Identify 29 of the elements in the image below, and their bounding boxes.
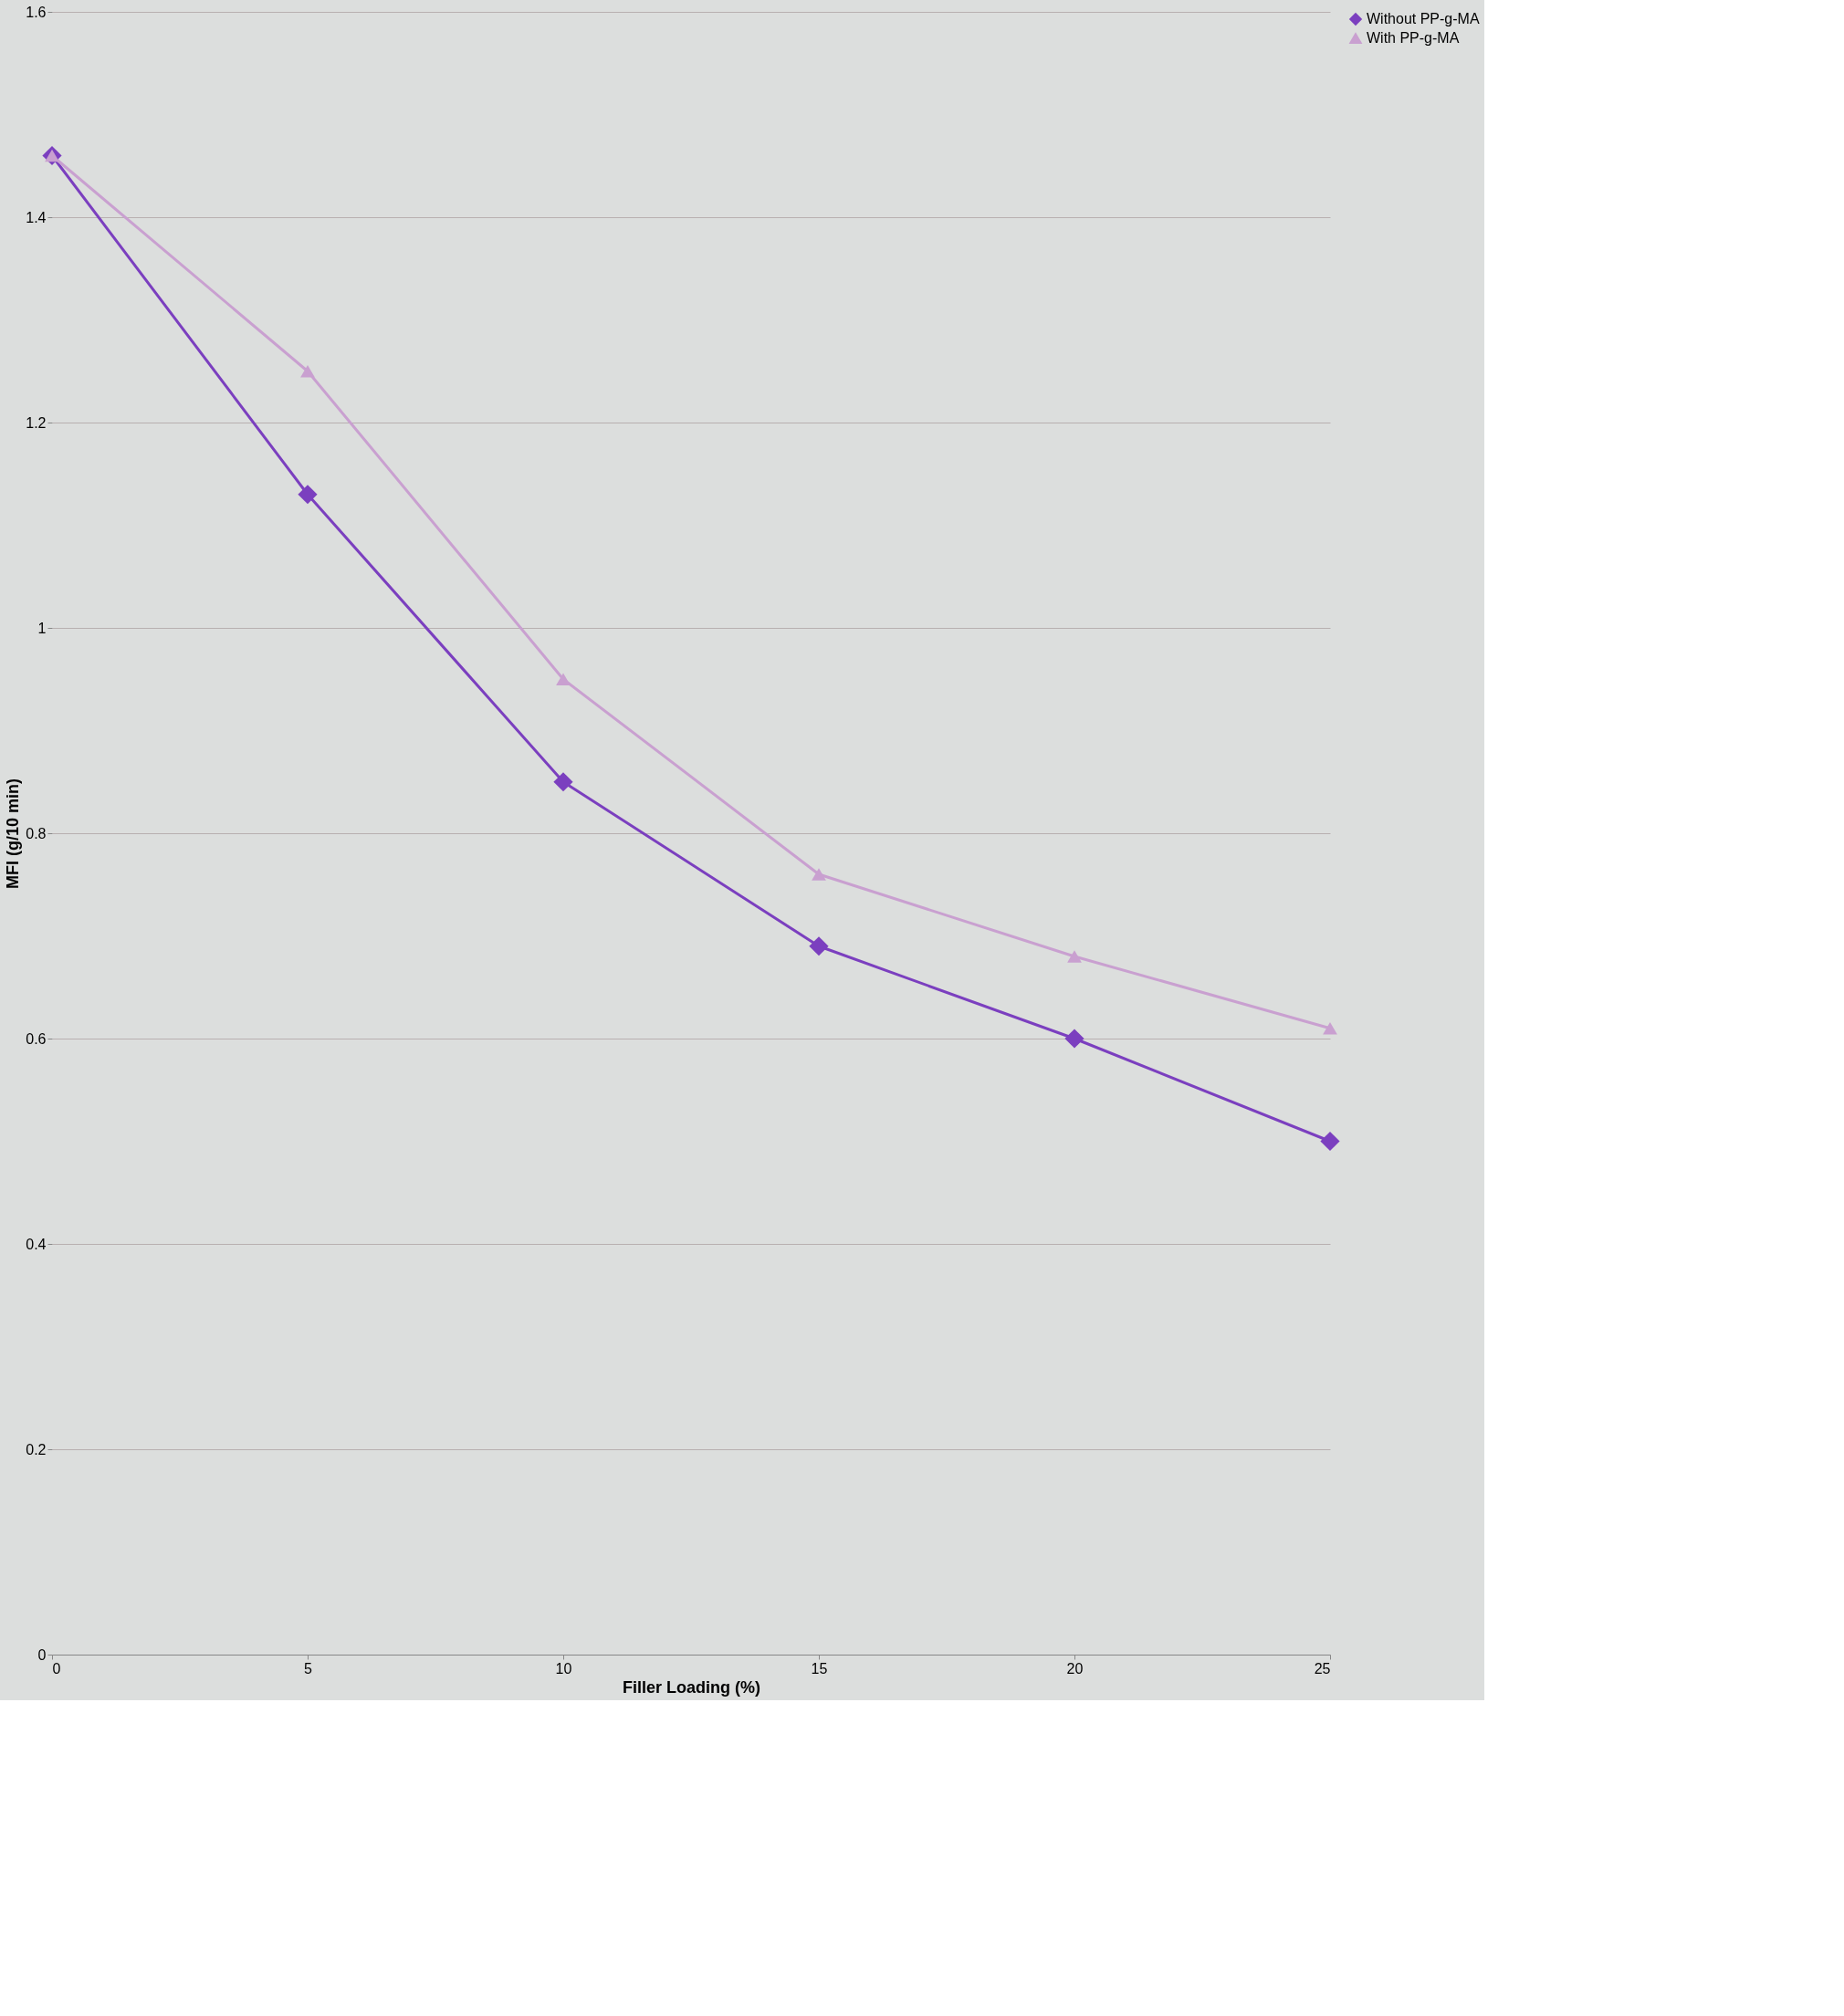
legend-label: With PP-g-MA (1367, 30, 1460, 46)
y-tick-label: 0.8 (26, 825, 47, 841)
y-tick-label: 1.6 (26, 4, 47, 20)
point (1064, 1029, 1084, 1049)
point (1323, 1021, 1337, 1035)
point (1320, 1131, 1340, 1152)
y-tick-label: 0 (37, 1646, 47, 1663)
point (812, 868, 826, 881)
point (553, 772, 573, 792)
x-tick-label: 0 (52, 1660, 61, 1677)
point (556, 673, 571, 686)
x-axis-title: Filler Loading (%) (623, 1677, 760, 1697)
x-tick-label: 5 (304, 1660, 313, 1677)
y-tick-label: 0.4 (26, 1236, 47, 1252)
y-tick-label: 0.6 (26, 1030, 47, 1047)
point (1067, 950, 1082, 963)
y-axis-title: MFI (g/10 min) (4, 778, 23, 889)
y-tick-label: 0.2 (26, 1441, 47, 1457)
y-tick-label: 1.4 (26, 209, 47, 225)
y-tick-label: 1 (37, 620, 47, 636)
legend-label: Without PP-g-MA (1367, 11, 1480, 26)
x-tick-label: 10 (555, 1660, 572, 1677)
point (809, 936, 829, 956)
x-tick-label: 15 (811, 1660, 828, 1677)
x-tick-label: 25 (1314, 1660, 1331, 1677)
point (298, 485, 318, 505)
point (300, 364, 315, 378)
y-tick-label: 1.2 (26, 414, 47, 431)
x-tick-label: 20 (1066, 1660, 1084, 1677)
